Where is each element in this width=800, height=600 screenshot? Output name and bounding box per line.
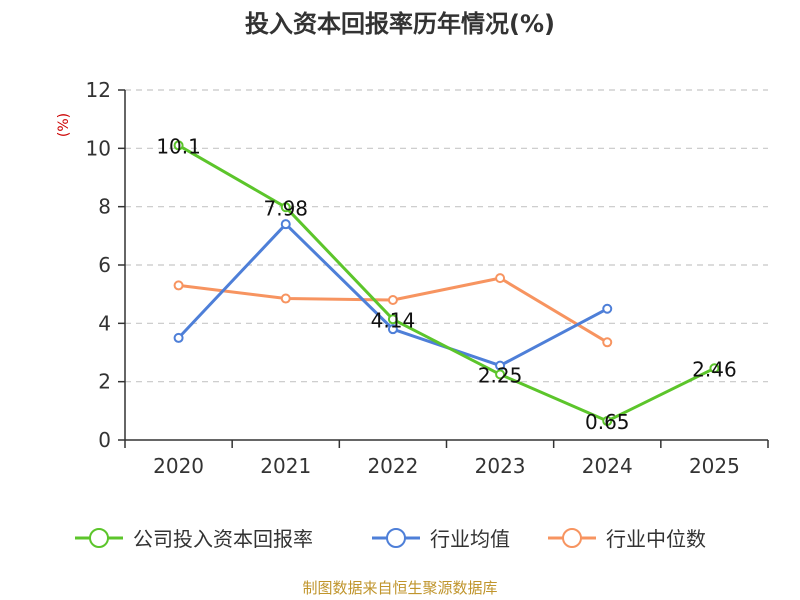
series-0-point-2021 (280, 202, 291, 213)
series-1-point-2022 (387, 324, 398, 335)
legend-swatch-marker-1 (386, 528, 406, 548)
series-0-point-2025 (709, 363, 720, 374)
y-tick-label-6: 6 (98, 253, 111, 277)
series-line-1 (177, 222, 609, 368)
grid-lines (125, 89, 768, 383)
legend: 公司投入资本回报率 行业均值 行业中位数 (75, 527, 706, 551)
data-label-2023: 2.25 (478, 363, 523, 387)
series-0-point-2022 (387, 314, 398, 325)
y-tick-label-2: 2 (98, 370, 111, 394)
series-2-point-2022 (387, 295, 398, 305)
series-2-point-2021 (280, 293, 291, 304)
data-label-2020: 10.1 (156, 134, 201, 158)
series-1-point-2024 (602, 303, 613, 314)
x-tick-label-2021: 2021 (260, 454, 311, 478)
x-tick-label-2024: 2024 (582, 454, 633, 478)
x-tick-label-2023: 2023 (475, 454, 526, 478)
axes: 0 2 4 6 8 10 12 2020 2021 2022 2023 2024 2025 (86, 78, 769, 478)
legend-swatch-marker-2 (562, 528, 582, 548)
y-tick-label-8: 8 (98, 195, 111, 219)
y-tick-label-0: 0 (98, 428, 111, 452)
legend-label-0: 公司投入资本回报率 (133, 527, 313, 551)
series-0 (173, 140, 720, 427)
series-2-point-2020 (173, 280, 184, 291)
series-1 (173, 219, 613, 371)
data-label-2021: 7.98 (263, 196, 308, 220)
data-labels: 10.1 7.98 4.14 2.25 0.65 2.46 (156, 134, 736, 434)
series-0-point-2023 (495, 369, 506, 380)
data-label-2025: 2.46 (692, 357, 737, 381)
data-label-2024: 0.65 (585, 410, 630, 434)
y-tick-label-12: 12 (86, 78, 111, 102)
series-2-point-2024 (602, 337, 613, 348)
series-0-point-2020 (173, 140, 184, 151)
chart-title: 投入资本回报率历年情况(%) (245, 10, 555, 38)
x-tick-label-2020: 2020 (153, 454, 204, 478)
series-lines (173, 140, 720, 427)
legend-item-2: 行业中位数 (548, 527, 706, 551)
legend-label-2: 行业中位数 (606, 527, 706, 551)
x-tick-label-2022: 2022 (367, 454, 418, 478)
series-1-point-2020 (173, 332, 184, 343)
data-label-2022: 4.14 (371, 308, 416, 332)
y-tick-label-10: 10 (86, 136, 111, 160)
series-0-point-2024 (602, 416, 613, 427)
series-1-point-2021 (280, 219, 291, 230)
series-2-point-2023 (495, 273, 506, 284)
legend-label-1: 行业均值 (430, 527, 510, 551)
y-tick-label-4: 4 (98, 311, 111, 335)
source-note: 制图数据来自恒生聚源数据库 (302, 579, 497, 597)
series-2 (173, 273, 613, 348)
legend-swatch-marker-0 (89, 528, 109, 548)
x-tick-label-2025: 2025 (689, 454, 740, 478)
legend-item-1: 行业均值 (372, 527, 510, 551)
legend-item-0: 公司投入资本回报率 (75, 527, 313, 551)
y-axis-label: (%) (56, 113, 72, 137)
series-line-0 (177, 144, 716, 423)
